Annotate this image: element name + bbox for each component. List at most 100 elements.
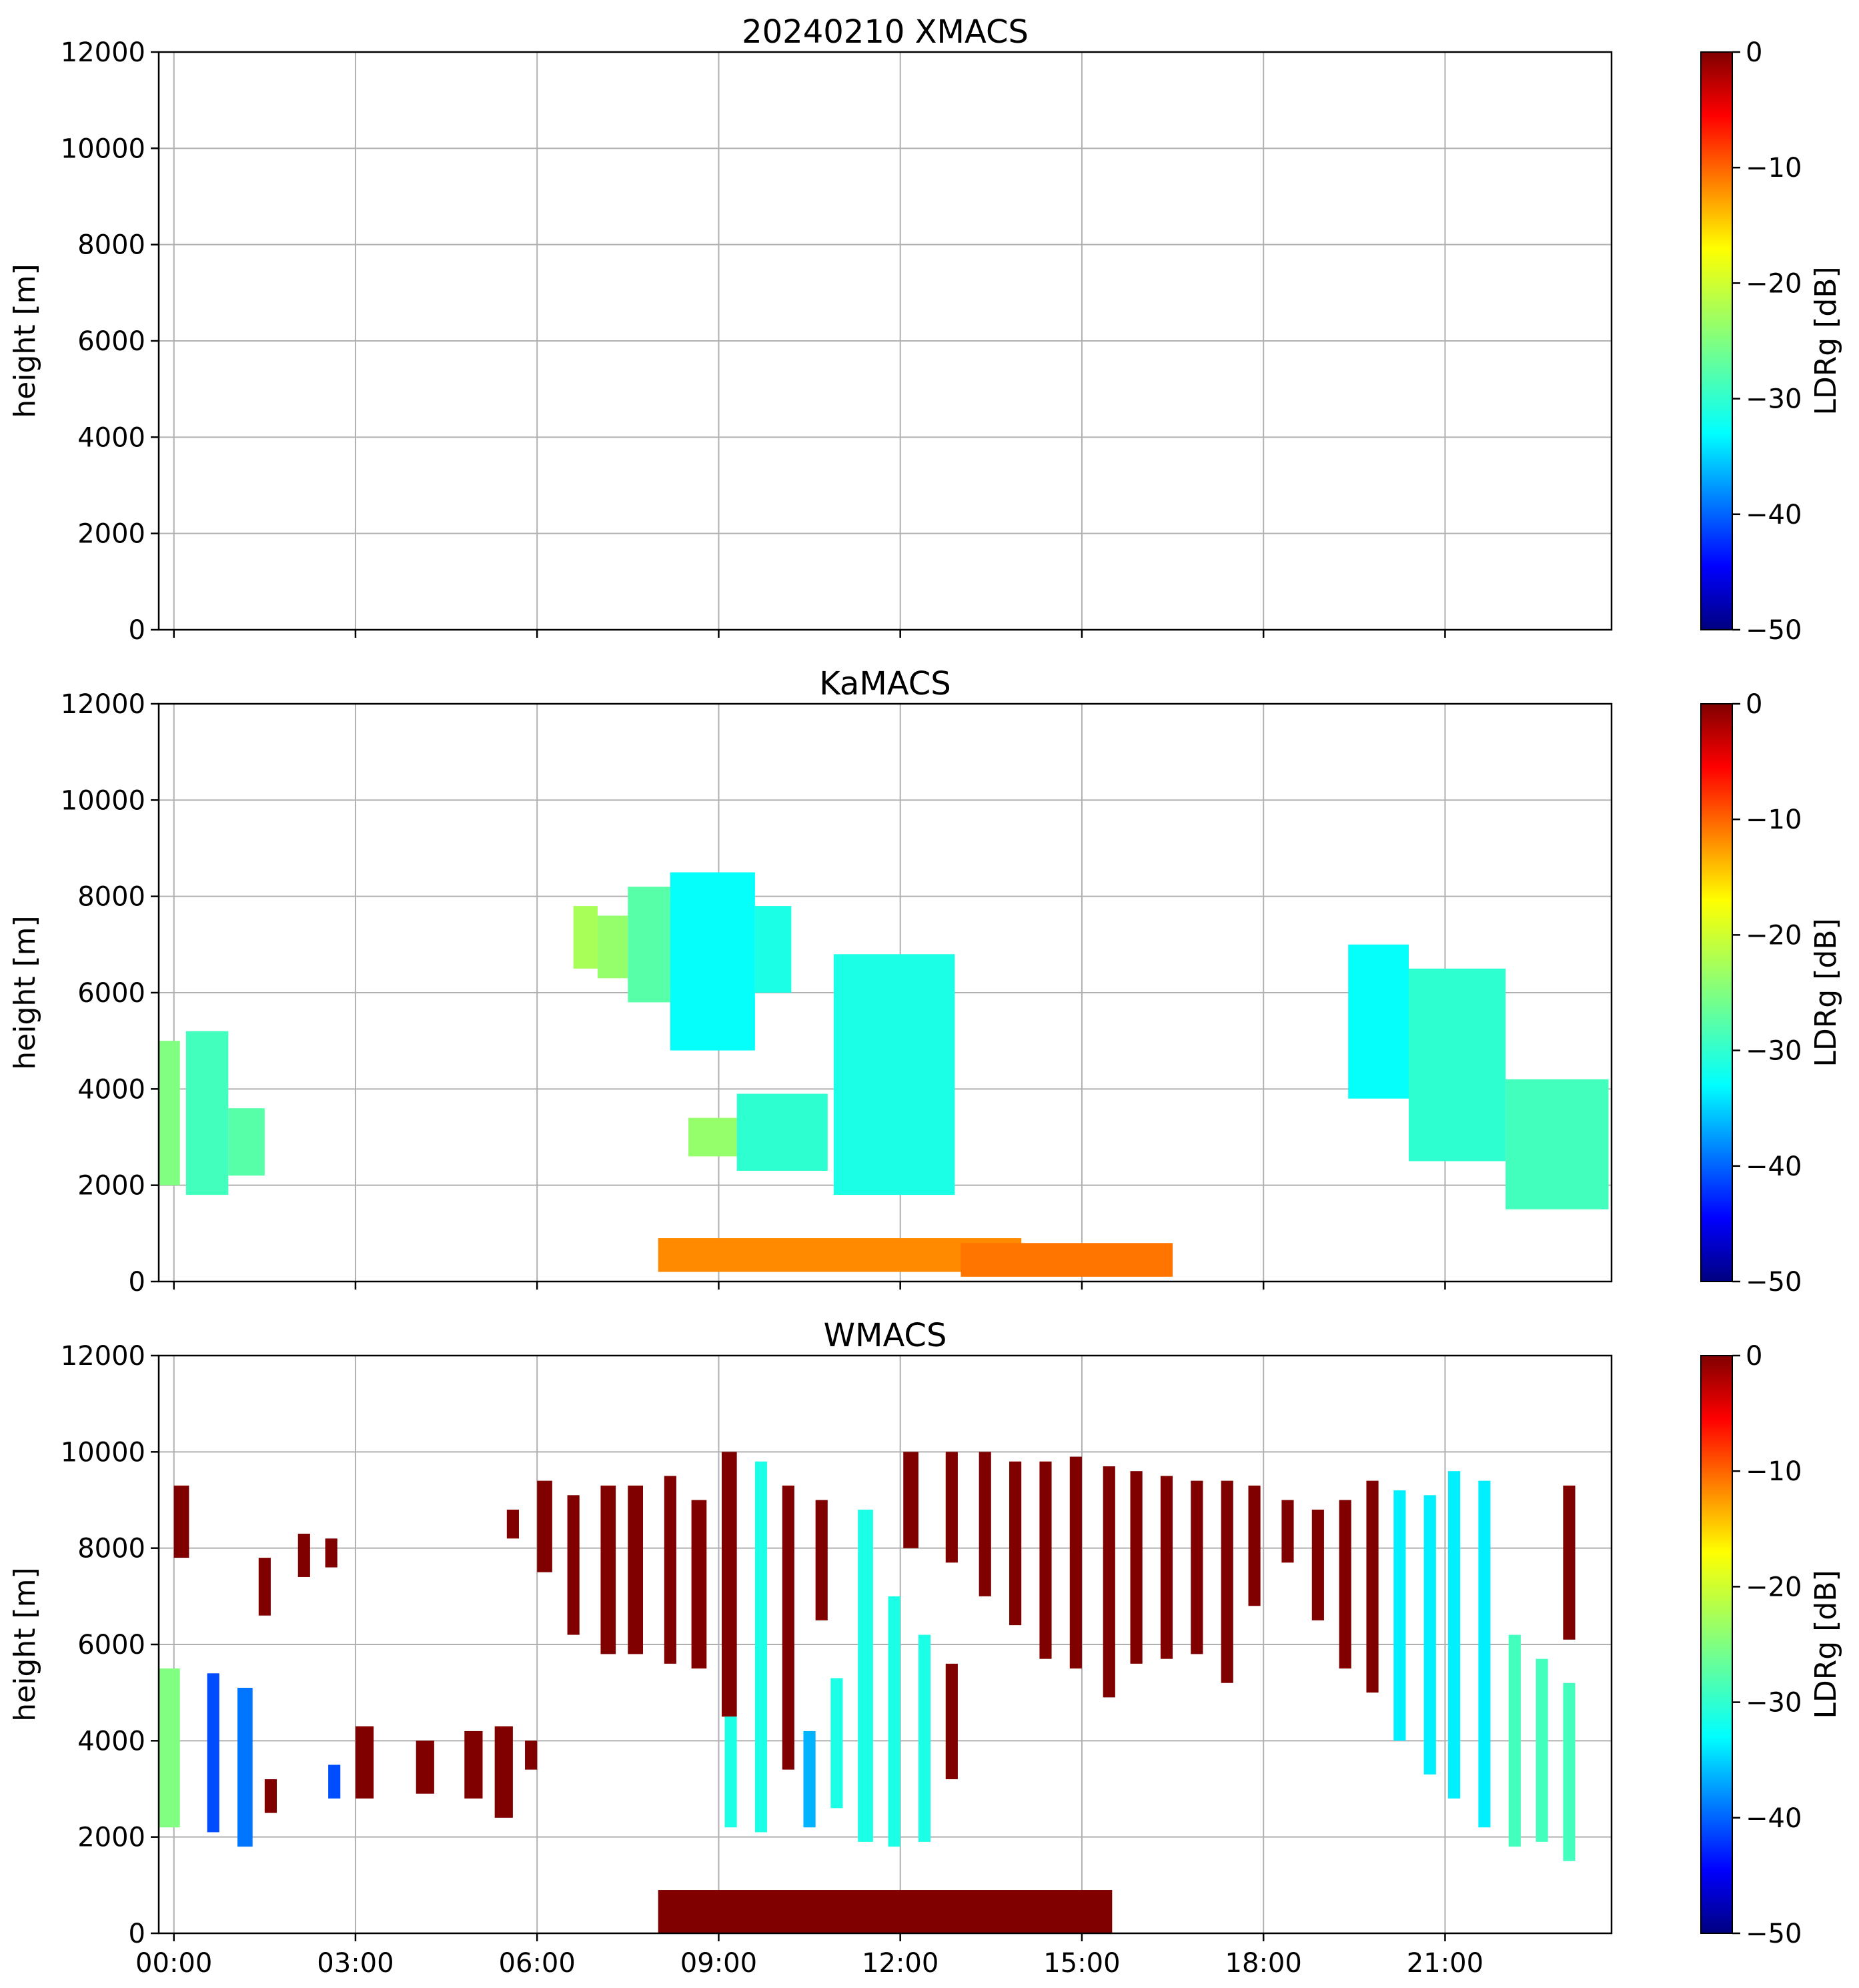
panel-title: KaMACS xyxy=(819,665,951,702)
ldr-region xyxy=(628,1485,643,1654)
y-tick-label: 4000 xyxy=(77,1726,145,1757)
y-axis: 0 2000 4000 6000 8000 10000 12000 xyxy=(61,37,159,646)
panel-kamacs: 0 2000 4000 6000 8000 10000 12000 KaMACS heigh… xyxy=(8,665,1843,1298)
colorbar-tick-label: −30 xyxy=(1746,384,1802,415)
y-tick-label: 10000 xyxy=(61,133,145,164)
ldr-region xyxy=(658,1890,1113,1933)
ldr-region xyxy=(228,1108,265,1176)
ldr-region xyxy=(600,1485,616,1654)
y-tick-label: 6000 xyxy=(77,326,145,357)
y-tick-label: 2000 xyxy=(77,1171,145,1201)
panel-xmacs: 0 2000 4000 6000 8000 10000 12000 20240210 XMA… xyxy=(8,13,1843,646)
colorbar-tick-label: −10 xyxy=(1746,153,1802,183)
x-tick-label: 03:00 xyxy=(317,1948,394,1979)
ldr-field xyxy=(159,872,1609,1277)
ldr-region xyxy=(537,1480,552,1572)
ldr-region xyxy=(1447,1471,1461,1799)
ldr-region xyxy=(721,1452,737,1717)
ldr-region xyxy=(782,1485,794,1770)
ldr-region xyxy=(1505,1079,1609,1209)
colorbar-tick-label: 0 xyxy=(1746,689,1762,720)
ldr-region xyxy=(573,906,598,969)
ldr-region xyxy=(1423,1495,1436,1775)
y-tick-label: 8000 xyxy=(77,882,145,913)
panel-wmacs: 0 2000 4000 6000 8000 10000 12000 00:00 03:00 06… xyxy=(8,1317,1843,1979)
ldr-region xyxy=(1160,1476,1173,1659)
grid xyxy=(159,51,1612,630)
colorbar-tick-label: 0 xyxy=(1746,37,1762,68)
y-tick-label: 6000 xyxy=(77,978,145,1009)
ldr-region xyxy=(628,887,670,1003)
colorbar-tick-label: −30 xyxy=(1746,1688,1802,1718)
colorbar-ticks: 0 −10 −20 −30 −40 −50 xyxy=(1732,1341,1802,1949)
ldr-region xyxy=(918,1634,931,1842)
ldr-region xyxy=(945,1452,958,1563)
ldr-region xyxy=(664,1476,676,1664)
y-tick-label: 0 xyxy=(129,615,145,646)
y-tick-label: 12000 xyxy=(61,1341,145,1372)
ldr-region xyxy=(691,1500,707,1669)
colorbar: 0 −10 −20 −30 −40 −50 LDRg [dB] xyxy=(1700,1341,1843,1949)
ldr-region xyxy=(325,1538,338,1568)
ldr-region xyxy=(258,1558,271,1616)
ldr-field xyxy=(159,1452,1576,1933)
ldr-region xyxy=(1366,1480,1379,1693)
x-tick-label: 18:00 xyxy=(1225,1948,1302,1979)
ldr-region xyxy=(1508,1634,1521,1847)
ldr-region xyxy=(945,1663,958,1780)
ldr-region xyxy=(494,1726,513,1818)
colorbar-tick-label: −10 xyxy=(1746,805,1802,835)
colorbar-label: LDRg [dB] xyxy=(1809,1570,1843,1718)
ldr-region xyxy=(688,1117,737,1157)
colorbar-gradient xyxy=(1700,51,1733,630)
y-axis: 0 2000 4000 6000 8000 10000 12000 xyxy=(61,689,159,1298)
ldr-region xyxy=(1339,1500,1351,1669)
ldr-region xyxy=(297,1534,310,1577)
ldr-region xyxy=(1348,944,1409,1099)
ldr-region xyxy=(1311,1509,1324,1620)
colorbar-label: LDRg [dB] xyxy=(1809,918,1843,1067)
colorbar-tick-label: −40 xyxy=(1746,500,1802,530)
ldr-region xyxy=(159,1668,180,1828)
y-tick-label: 10000 xyxy=(61,785,145,816)
colorbar-ticks: 0 −10 −20 −30 −40 −50 xyxy=(1732,37,1802,646)
ldr-region xyxy=(1408,968,1506,1161)
y-axis: 0 2000 4000 6000 8000 10000 12000 xyxy=(61,1341,159,1949)
ldr-region xyxy=(1130,1471,1143,1664)
ldr-region xyxy=(1393,1490,1406,1741)
ldr-region xyxy=(670,872,755,1051)
y-tick-label: 8000 xyxy=(77,1534,145,1564)
ldr-region xyxy=(207,1673,219,1833)
y-tick-label: 10000 xyxy=(61,1437,145,1468)
ldr-region xyxy=(1281,1500,1294,1563)
colorbar: 0 −10 −20 −30 −40 −50 LDRg [dB] xyxy=(1700,37,1843,646)
colorbar-gradient xyxy=(1700,703,1733,1282)
ldr-region xyxy=(961,1243,1173,1277)
ldr-region xyxy=(506,1509,519,1539)
y-tick-label: 0 xyxy=(129,1919,145,1949)
ldr-region xyxy=(830,1678,843,1809)
ldr-region xyxy=(1221,1480,1233,1683)
colorbar-tick-label: −30 xyxy=(1746,1036,1802,1067)
ldr-region xyxy=(858,1509,873,1842)
ldr-region xyxy=(567,1495,580,1635)
colorbar-tick-label: −40 xyxy=(1746,1151,1802,1182)
ldr-region xyxy=(803,1730,816,1828)
ldr-region xyxy=(173,1485,189,1558)
ldr-region xyxy=(416,1741,434,1794)
ldr-region xyxy=(833,954,955,1195)
colorbar-tick-label: −50 xyxy=(1746,615,1802,646)
ldr-region xyxy=(1248,1485,1261,1606)
y-tick-label: 0 xyxy=(129,1267,145,1298)
ldr-region xyxy=(237,1687,253,1847)
x-tick-label: 00:00 xyxy=(135,1948,212,1979)
ldr-region xyxy=(159,1041,180,1185)
x-tick-label: 15:00 xyxy=(1043,1948,1120,1979)
x-tick-label: 06:00 xyxy=(499,1948,576,1979)
y-tick-label: 2000 xyxy=(77,1823,145,1853)
ldr-region xyxy=(1039,1461,1052,1659)
ldr-region xyxy=(1535,1658,1548,1842)
ldr-region xyxy=(888,1596,900,1847)
ldr-region xyxy=(264,1779,277,1813)
